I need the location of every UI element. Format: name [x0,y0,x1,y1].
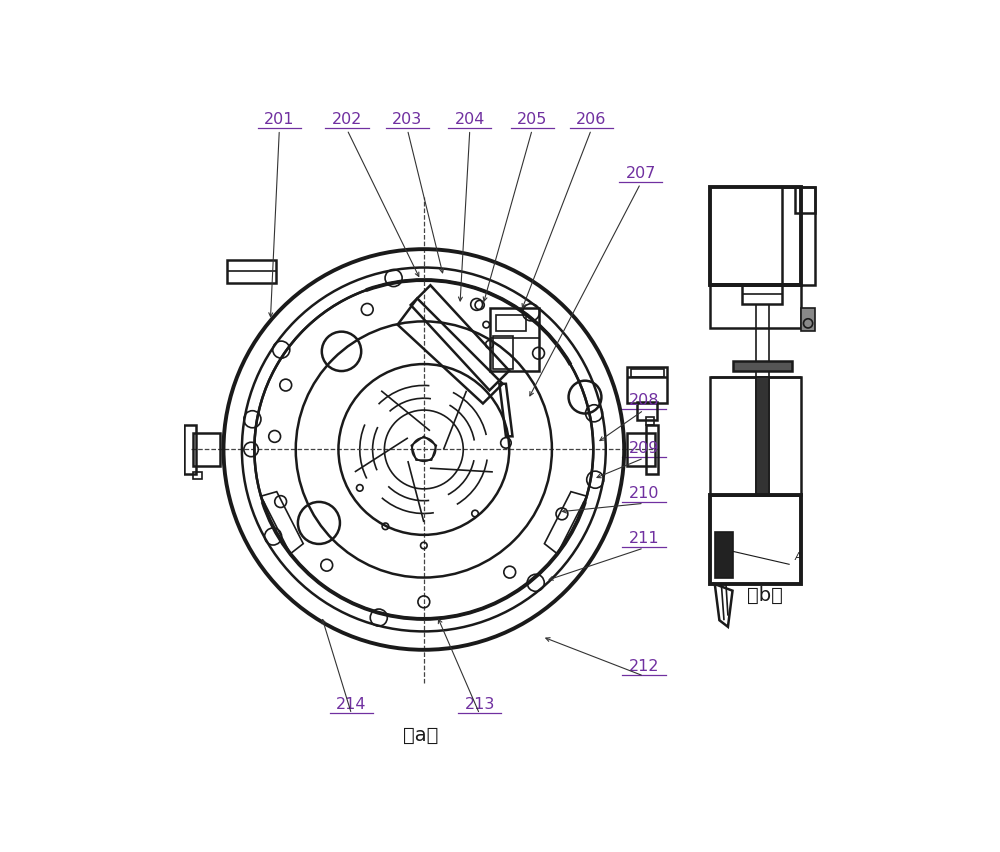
Text: 207: 207 [625,166,656,181]
Text: 213: 213 [464,696,495,711]
Text: A: A [795,551,802,561]
Bar [184,425,196,475]
Bar [646,417,654,425]
Bar [733,361,792,371]
Bar [627,434,655,466]
Text: 209: 209 [629,440,659,455]
Bar [193,434,220,466]
Bar [631,370,664,377]
Text: 202: 202 [332,112,362,127]
Text: 210: 210 [629,486,659,500]
Text: 206: 206 [576,112,607,127]
Bar [637,402,657,420]
Bar [627,368,667,404]
Text: 204: 204 [455,112,485,127]
Bar [493,337,512,370]
Bar [490,309,539,371]
Text: 211: 211 [629,530,659,545]
Text: 212: 212 [629,658,659,673]
Bar [646,425,658,475]
Text: 208: 208 [629,392,659,407]
Bar [742,286,782,304]
Text: （b）: （b） [747,585,783,604]
Bar [710,377,801,496]
Text: 203: 203 [392,112,423,127]
Bar [801,309,815,331]
Bar [756,377,769,496]
Bar [710,286,801,329]
Text: 214: 214 [336,696,367,711]
Polygon shape [715,532,733,578]
Text: 201: 201 [264,112,295,127]
Bar [710,496,801,584]
Bar [795,187,815,214]
Bar [227,261,276,284]
Bar [710,187,801,286]
Text: （a）: （a） [403,725,438,744]
Bar [496,315,526,332]
Bar [782,187,815,286]
Bar [193,473,202,480]
Text: 205: 205 [517,112,547,127]
